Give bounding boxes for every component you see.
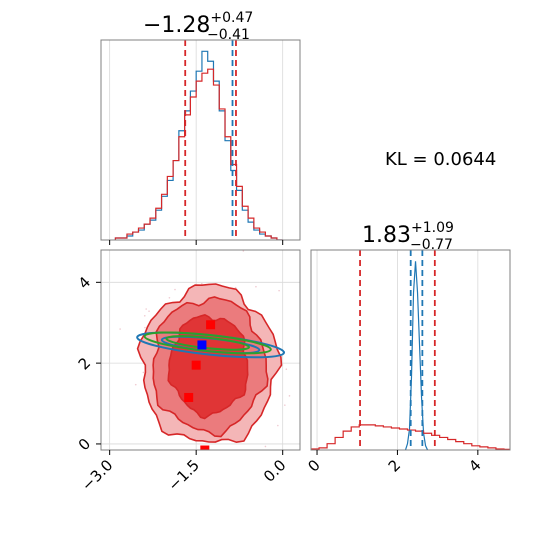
scatter-point xyxy=(278,289,280,292)
scatter-point xyxy=(174,288,176,291)
top-left-red-histogram xyxy=(114,68,283,240)
scatter-point xyxy=(255,285,257,288)
red-marker-2 xyxy=(184,392,194,402)
bottom-right-title: 1.83+1.09 −0.77 xyxy=(362,220,454,253)
bottom-right-axes-frame xyxy=(310,249,511,451)
top-left-title-minus: −0.41 xyxy=(207,27,250,43)
red-marker-3 xyxy=(200,445,210,450)
scatter-point xyxy=(148,310,150,312)
bottom-right-xtick-label-1: 2 xyxy=(385,456,404,475)
scatter-point xyxy=(134,383,137,386)
scatter-point xyxy=(143,314,146,317)
bottom-right-blue-histogram xyxy=(404,261,429,450)
scatter-point xyxy=(288,395,291,397)
top-left-histograms xyxy=(114,40,283,240)
kl-divergence-label: KL = 0.0644 xyxy=(385,149,496,170)
scatter-point xyxy=(119,328,121,330)
top-left-blue-histogram xyxy=(114,50,283,240)
scatter-point xyxy=(144,326,146,329)
bottom-right-xtick-label-2: 4 xyxy=(465,456,484,475)
bottom-right-red-histogram xyxy=(311,424,510,450)
scatter-point xyxy=(277,424,279,427)
bottom-right-title-plus: +1.09 xyxy=(411,220,454,236)
blue-marker-4 xyxy=(197,340,207,350)
top-left-axes-frame xyxy=(100,39,301,241)
bottom-right-xtick-label-0: 0 xyxy=(304,456,323,475)
bottom-right-histograms xyxy=(311,250,510,450)
bottom-right-title-median: 1.83 xyxy=(362,223,411,248)
red-marker-0 xyxy=(206,320,216,330)
scatter-point xyxy=(168,296,171,299)
top-left-title-median: −1.28 xyxy=(143,13,210,38)
bottom-right-title-minus: −0.77 xyxy=(410,237,453,253)
bottom-left-axes-frame xyxy=(100,249,301,451)
scatter-point xyxy=(264,445,267,448)
bottom-left-xtick-label-1: −1.5 xyxy=(165,456,203,494)
scatter-point xyxy=(284,404,286,406)
green-contour-0 xyxy=(143,331,272,355)
scatter-point xyxy=(234,286,237,289)
top-left-grid xyxy=(109,40,284,240)
scatter-point xyxy=(285,368,288,371)
bottom-left-xtick-label-2: 0.0 xyxy=(260,456,290,486)
contour-layer xyxy=(96,250,291,450)
red-marker-1 xyxy=(191,360,201,370)
top-left-title: −1.28+0.47 −0.41 xyxy=(143,10,253,43)
bottom-left-ytick-label-0: 0 xyxy=(75,435,94,454)
scatter-point xyxy=(142,371,145,374)
bottom-left-ytick-label-2: 4 xyxy=(75,273,94,292)
scatter-point xyxy=(201,282,203,285)
bottom-left-xtick-label-0: −3.0 xyxy=(78,456,116,494)
bottom-left-ytick-label-1: 2 xyxy=(75,354,94,373)
scatter-point xyxy=(96,369,98,371)
top-left-title-plus: +0.47 xyxy=(210,10,253,26)
scatter-point xyxy=(145,308,147,310)
bottom-right-grid xyxy=(316,250,479,450)
green-contour-1 xyxy=(165,335,251,351)
